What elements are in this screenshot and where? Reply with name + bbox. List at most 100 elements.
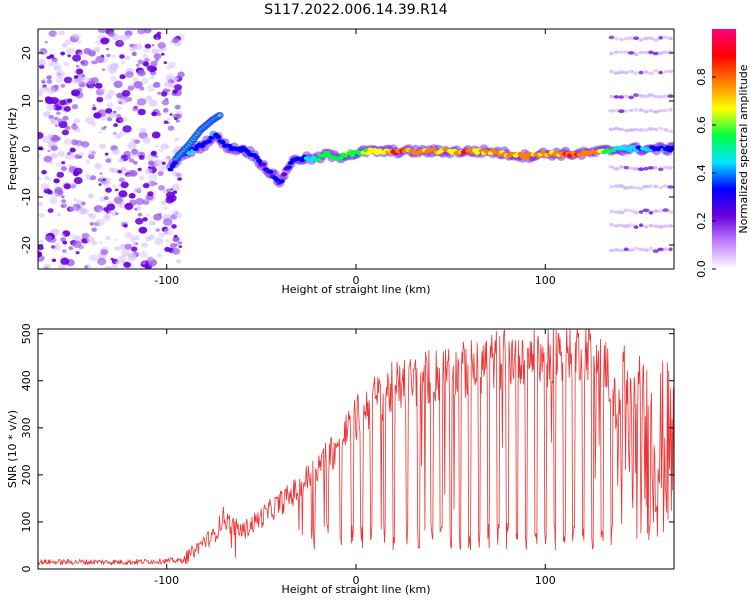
harmonic-blob [623,208,629,212]
noise-blob [47,133,54,139]
noise-blob [171,184,181,192]
noise-blob [121,89,131,97]
noise-blob [142,61,149,67]
noise-blob [38,58,46,66]
harmonic-blob [648,223,654,228]
noise-blob [140,260,147,265]
harmonic-blob [613,167,620,171]
harmonic-blob [642,184,650,189]
noise-blob [71,104,79,110]
harmonic-blob [623,109,629,113]
noise-blob [143,47,150,54]
noise-blob [50,192,59,199]
ridge-core [260,162,267,167]
noise-blob [71,89,81,97]
harmonic-blob [657,247,664,252]
noise-blob [125,71,134,78]
ridge-core [540,150,546,155]
x-tick-label: -100 [154,274,179,287]
harmonic-blob [657,109,664,113]
noise-blob [119,74,126,80]
harmonic-blob [642,208,650,213]
noise-blob [137,59,144,65]
harmonic-blob [618,127,625,132]
branch-core [217,113,222,117]
ridge-core [281,172,288,177]
noise-blob [120,60,126,65]
harmonic-blob [633,36,639,40]
colorbar-gradient [712,29,736,269]
harmonic-blob [639,223,644,227]
noise-blob [51,258,57,262]
noise-blob [158,164,167,172]
harmonic-blob [633,52,639,57]
snr-x-label: Height of straight line (km) [281,583,430,596]
harmonic-blob [633,93,640,97]
noise-blob [104,152,109,156]
noise-blob [98,29,107,34]
harmonic-blob [648,246,654,251]
harmonic-blob [613,126,620,131]
harmonic-blob [642,36,650,41]
noise-blob [131,76,139,83]
noise-blob [98,209,102,213]
noise-blob [60,166,67,172]
noise-blob [56,171,65,178]
noise-blob [53,137,58,141]
noise-blob [130,237,136,242]
noise-blob [55,124,58,127]
noise-blob [147,65,157,73]
ridge-core [199,143,206,148]
harmonic-blob [647,127,655,131]
noise-blob [111,54,116,58]
noise-blob [145,95,153,102]
noise-blob [60,195,65,199]
harmonic-blob [662,208,669,212]
noise-blob [50,153,58,160]
snr-frame [37,328,675,570]
noise-blob [46,189,53,195]
noise-blob [124,30,133,37]
harmonic-blob [613,248,620,252]
harmonic-blob [618,109,625,113]
noise-blob [124,202,134,211]
noise-blob [111,212,116,217]
noise-blob [43,111,51,117]
noise-blob [103,196,109,201]
ridge-core [278,179,285,184]
noise-blob [38,90,44,97]
noise-blob [165,76,171,81]
harmonic-blob [667,69,674,74]
noise-blob [93,61,98,65]
ridge-core [253,155,260,160]
noise-blob [69,182,77,188]
noise-blob [65,125,71,131]
noise-blob [153,33,162,41]
noise-blob [128,193,136,199]
noise-blob [154,58,159,62]
noise-blob [107,117,113,122]
harmonic-blob [667,210,674,214]
noise-blob [148,180,156,187]
noise-blob [131,246,138,252]
harmonic-blob [608,248,615,253]
noise-blob [151,48,159,55]
noise-blob [80,59,89,67]
noise-blob [59,99,67,106]
y-tick-label: 10 [20,94,33,108]
harmonic-blob [628,69,635,74]
noise-blob [50,58,59,65]
snr-y-ticks: 0 100 200 300 400 500 [20,323,674,573]
noise-blob [67,98,73,103]
noise-blob [53,84,59,89]
ridge-core [365,151,372,156]
noise-blob [71,124,78,130]
noise-blob [157,47,163,53]
noise-blob [75,143,81,148]
noise-blob [110,76,117,82]
noise-blob [137,69,146,77]
noise-blob [173,234,178,238]
noise-blob [38,202,43,207]
